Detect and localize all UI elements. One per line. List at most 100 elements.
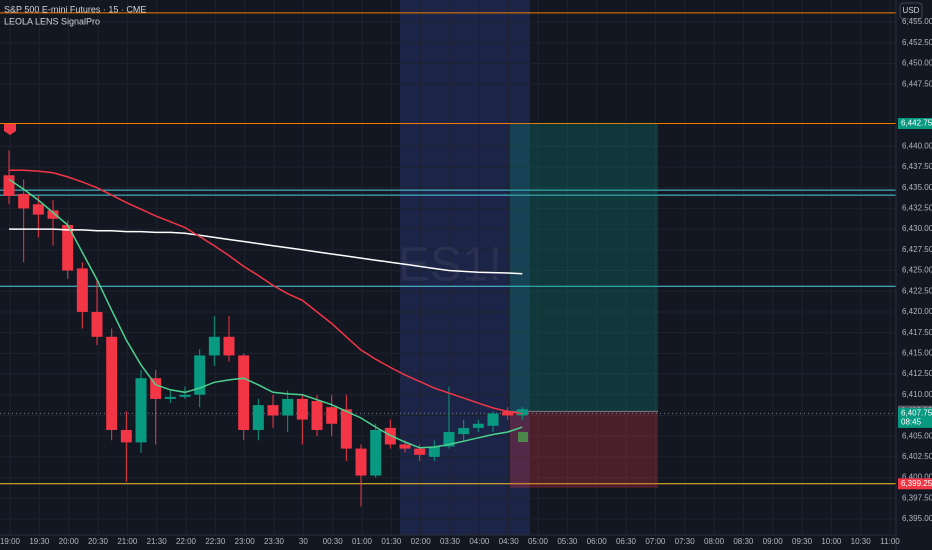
x-tick-label: 03:30 xyxy=(440,537,461,546)
y-tick-label: 6,412.50 xyxy=(902,369,932,378)
y-tick-label: 6,415.00 xyxy=(902,348,932,357)
x-tick-label: 10:30 xyxy=(851,537,872,546)
signal-marker xyxy=(518,432,528,442)
x-tick-label: 07:00 xyxy=(645,537,666,546)
candle-body xyxy=(47,210,59,219)
x-tick-label: 04:30 xyxy=(499,537,520,546)
y-tick-label: 6,447.50 xyxy=(902,79,932,88)
x-tick-label: 11:00 xyxy=(880,537,900,546)
y-tick-label: 6,455.00 xyxy=(902,17,932,26)
countdown: 08:45 xyxy=(901,418,922,427)
y-tick-label: 6,452.50 xyxy=(902,38,932,47)
y-tick-label: 6,435.00 xyxy=(902,183,932,192)
candle-body xyxy=(76,268,88,312)
candle-body xyxy=(238,355,250,430)
candle-body xyxy=(282,398,294,416)
candle-body xyxy=(32,204,44,215)
candle-body xyxy=(516,409,528,416)
candle-body xyxy=(150,378,162,399)
candle-body xyxy=(120,429,132,443)
x-tick-label: 19:00 xyxy=(0,537,21,546)
candle-body xyxy=(91,311,103,337)
target-zone xyxy=(510,123,658,412)
price-label: 6,399.25 xyxy=(901,479,932,488)
y-tick-label: 6,410.00 xyxy=(902,390,932,399)
x-tick-label: 10:00 xyxy=(821,537,842,546)
y-tick-label: 6,420.00 xyxy=(902,307,932,316)
y-tick-label: 6,405.00 xyxy=(902,431,932,440)
candle-body xyxy=(472,423,484,428)
candle-body xyxy=(135,378,147,443)
x-tick-label: 04:00 xyxy=(469,537,490,546)
x-tick-label: 22:00 xyxy=(176,537,197,546)
price-label-box xyxy=(898,407,932,428)
candle-body xyxy=(208,336,220,356)
currency-box[interactable] xyxy=(899,2,923,20)
x-tick-label: 06:00 xyxy=(587,537,608,546)
candle-body xyxy=(502,411,514,416)
chart-title: S&P 500 E-mini Futures · 15 · CME xyxy=(4,4,146,14)
candle-body xyxy=(3,175,15,196)
candle-body xyxy=(443,432,455,447)
currency[interactable]: USD xyxy=(903,6,920,15)
candle-body xyxy=(164,396,176,399)
x-tick-label: 06:30 xyxy=(616,537,637,546)
candle-body xyxy=(355,448,367,476)
y-tick-label: 6,425.00 xyxy=(902,266,932,275)
candle-body xyxy=(487,413,499,426)
x-tick-label: 21:30 xyxy=(147,537,168,546)
y-tick-label: 6,400.00 xyxy=(902,473,932,482)
moving-average xyxy=(9,169,523,415)
y-tick-label: 6,402.50 xyxy=(902,452,932,461)
x-tick-label: 20:00 xyxy=(59,537,80,546)
x-tick-label: 08:30 xyxy=(733,537,754,546)
x-tick-label: 09:30 xyxy=(792,537,813,546)
indicator-name: LEOLA LENS SignalPro xyxy=(4,16,100,26)
x-tick-label: 07:30 xyxy=(675,537,696,546)
candle-body xyxy=(179,394,191,397)
y-tick-label: 6,395.00 xyxy=(902,514,932,523)
x-tick-label: 23:30 xyxy=(264,537,285,546)
candle-body xyxy=(106,336,118,430)
candle-body xyxy=(252,405,264,430)
x-tick-label: 02:00 xyxy=(411,537,432,546)
y-tick-label: 6,432.50 xyxy=(902,204,932,213)
candle-body xyxy=(267,405,279,416)
x-tick-label: 01:00 xyxy=(352,537,373,546)
moving-average xyxy=(8,178,523,449)
stop-zone xyxy=(510,411,658,488)
candle-body xyxy=(18,193,30,209)
candle-body xyxy=(296,398,308,420)
y-tick-label: 6,430.00 xyxy=(902,224,932,233)
x-tick-label: 22:30 xyxy=(205,537,226,546)
candle-body xyxy=(414,448,426,455)
candle-body xyxy=(399,444,411,449)
candle-body xyxy=(62,224,74,271)
x-tick-label: 30 xyxy=(299,537,308,546)
x-tick-label: 09:00 xyxy=(763,537,784,546)
candle-body xyxy=(428,446,440,457)
x-tick-label: 23:00 xyxy=(235,537,256,546)
candle-body xyxy=(340,409,352,449)
price-label: 6,407.75 xyxy=(901,409,932,418)
y-tick-label: 6,417.50 xyxy=(902,328,932,337)
y-tick-label: 6,437.50 xyxy=(902,162,932,171)
moving-average xyxy=(9,228,523,275)
y-tick-label: 6,440.00 xyxy=(902,141,932,150)
price-label: 6,442.75 xyxy=(901,119,932,128)
candle-body xyxy=(223,336,235,356)
x-tick-label: 05:30 xyxy=(557,537,578,546)
x-tick-label: 08:00 xyxy=(704,537,725,546)
x-tick-label: 05:00 xyxy=(528,537,549,546)
y-tick-label: 6,397.50 xyxy=(902,493,932,502)
signal-flag xyxy=(4,124,16,135)
x-tick-label: 20:30 xyxy=(88,537,109,546)
candle-body xyxy=(370,429,382,476)
x-tick-label: 19:30 xyxy=(29,537,50,546)
y-tick-label: 6,422.50 xyxy=(902,286,932,295)
candle-body xyxy=(194,355,206,395)
candle-body xyxy=(458,427,470,435)
y-tick-label: 6,450.00 xyxy=(902,59,932,68)
y-tick-label: 6,427.50 xyxy=(902,245,932,254)
